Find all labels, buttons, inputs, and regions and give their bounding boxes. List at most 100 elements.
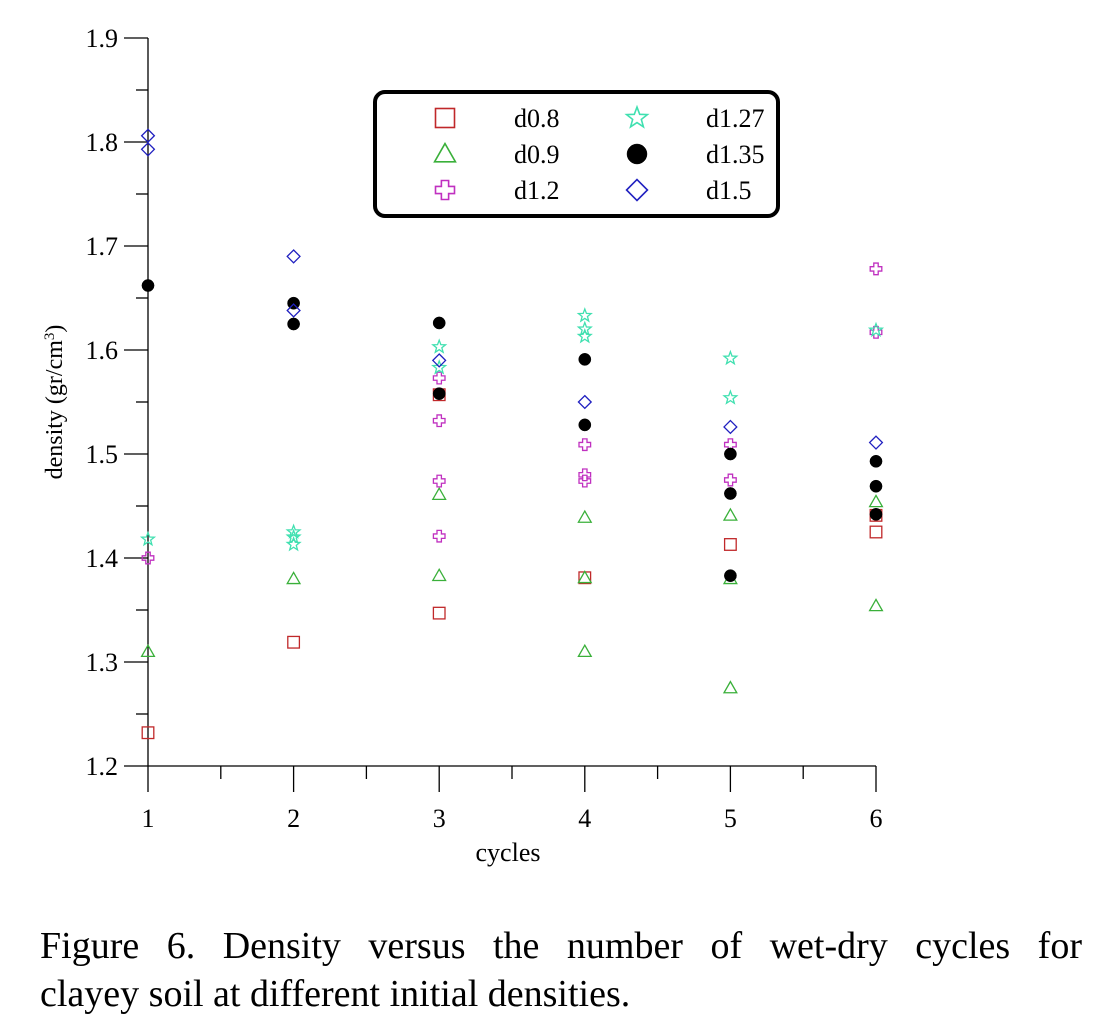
- data-point-d1.27: [139, 530, 157, 547]
- legend-label-d1.5: d1.5: [706, 176, 752, 205]
- y-tick-label: 1.7: [86, 232, 119, 261]
- data-point-d0.9: [722, 680, 738, 694]
- caption-line-2: clayey soil at different initial densiti…: [40, 973, 631, 1015]
- series-d1.5: [140, 128, 884, 450]
- series-d1.27: [139, 307, 885, 552]
- series-d1.35: [141, 279, 883, 583]
- legend-entry-d1.2: d1.2: [434, 176, 560, 205]
- data-point-d0.9: [140, 643, 156, 658]
- x-tick-label: 1: [142, 804, 155, 833]
- legend-entry-d0.9: d0.9: [433, 140, 560, 169]
- data-point-d0.9: [286, 571, 302, 585]
- caption-line-1: Figure 6. Density versus the number of w…: [40, 925, 1082, 967]
- data-point-d0.8: [287, 635, 301, 649]
- x-tick-label: 2: [287, 804, 300, 833]
- axes: 1.2 1.3 1.4 1.5 1.6 1.7 1.8 1.9 1 2 3 4 5 6: [86, 24, 883, 833]
- data-point-d1.27: [576, 327, 593, 344]
- y-tick-label: 1.8: [86, 128, 119, 157]
- data-point-d1.27: [285, 523, 302, 539]
- data-point-d1.5: [286, 303, 301, 318]
- data-point-d1.5: [577, 394, 593, 410]
- y-tick-label: 1.9: [86, 24, 119, 53]
- data-point-d1.2: [432, 414, 446, 428]
- data-point-d1.5: [286, 249, 301, 264]
- data-point-d1.27: [867, 321, 885, 338]
- legend-label-d1.2: d1.2: [514, 176, 560, 205]
- data-point-d0.8: [723, 538, 737, 551]
- data-point-d0.9: [577, 643, 593, 658]
- legend-box: [373, 90, 780, 218]
- data-point-d0.9: [868, 494, 884, 508]
- data-point-d1.2: [432, 529, 446, 543]
- legend-marker-d0.9: [433, 141, 457, 163]
- data-point-d1.35: [287, 317, 300, 331]
- data-point-d0.9: [431, 486, 447, 500]
- data-point-d1.5: [140, 141, 156, 157]
- data-point-d1.35: [432, 387, 446, 401]
- data-point-d1.27: [285, 535, 302, 552]
- data-point-d1.35: [432, 316, 446, 330]
- y-tick-label: 1.6: [86, 336, 119, 365]
- data-point-d1.2: [869, 262, 883, 276]
- x-tick-label: 3: [433, 804, 446, 833]
- series-d0.8: [141, 388, 883, 740]
- y-tick-label: 1.2: [86, 752, 119, 781]
- data-point-d1.2: [723, 473, 737, 487]
- series-d0.9: [140, 486, 884, 694]
- data-point-d0.9: [577, 509, 593, 523]
- data-point-d1.2: [578, 438, 592, 452]
- legend-label-d1.27: d1.27: [706, 104, 765, 133]
- data-point-d1.5: [140, 128, 156, 144]
- data-point-d1.27: [431, 338, 448, 354]
- data-point-d1.2: [869, 325, 883, 339]
- x-tick-label: 4: [578, 804, 591, 833]
- legend-marker-d0.8: [434, 107, 456, 129]
- legend: d0.8 d0.9 d1.2 d1.27 d1.35 d1.5: [373, 90, 780, 218]
- y-axis-label: density (gr/cm3): [42, 325, 68, 480]
- data-point-d0.9: [722, 507, 738, 521]
- data-point-d1.27: [431, 359, 448, 375]
- data-point-d1.35: [869, 479, 883, 493]
- x-tick-label: 6: [870, 804, 883, 833]
- legend-label-d0.8: d0.8: [514, 104, 560, 133]
- data-point-d1.35: [869, 454, 883, 468]
- legend-marker-d1.27: [624, 104, 650, 129]
- data-point-d1.27: [576, 320, 593, 337]
- x-axis-label: cycles: [476, 838, 541, 867]
- figure-caption: Figure 6. Density versus the number of w…: [40, 922, 1082, 1018]
- data-point-d0.8: [869, 525, 883, 539]
- series-d1.2: [141, 262, 883, 565]
- legend-entry-d1.5: d1.5: [625, 176, 752, 205]
- y-tick-label: 1.4: [86, 544, 119, 573]
- data-point-d0.8: [141, 726, 155, 740]
- legend-entry-d1.35: d1.35: [626, 140, 765, 169]
- data-point-d1.35: [141, 279, 155, 292]
- y-tick-label: 1.5: [86, 440, 119, 469]
- data-point-d0.8: [432, 606, 446, 620]
- data-marks: [139, 128, 885, 740]
- data-point-d1.2: [578, 468, 592, 482]
- data-point-d0.9: [431, 567, 447, 582]
- data-point-d0.9: [868, 598, 884, 612]
- y-axis-label-superscript: 3: [42, 333, 58, 341]
- data-point-d1.2: [141, 551, 155, 565]
- data-point-d1.27: [722, 349, 739, 366]
- density-scatter-chart: 1.21.31.41.51.61.71.81.91 2 3 4 5 6 d0.8d0.9d…: [42, 24, 885, 867]
- legend-marker-d1.35: [626, 143, 648, 165]
- data-point-d1.35: [724, 569, 737, 583]
- data-point-d1.27: [576, 307, 593, 323]
- data-point-d1.5: [868, 435, 884, 450]
- data-point-d1.35: [724, 447, 737, 461]
- data-point-d0.9: [577, 570, 593, 584]
- data-point-d1.27: [285, 528, 302, 545]
- legend-label-d0.9: d0.9: [514, 140, 560, 169]
- data-point-d1.35: [578, 353, 592, 366]
- data-point-d1.2: [432, 474, 446, 488]
- legend-entry-d1.27: d1.27: [624, 104, 765, 133]
- data-point-d1.35: [869, 507, 883, 521]
- data-point-d1.35: [578, 418, 592, 432]
- x-tick-label: 5: [724, 804, 737, 833]
- data-point-d1.2: [432, 371, 446, 385]
- data-point-d1.35: [724, 487, 737, 500]
- data-point-d1.27: [722, 389, 739, 405]
